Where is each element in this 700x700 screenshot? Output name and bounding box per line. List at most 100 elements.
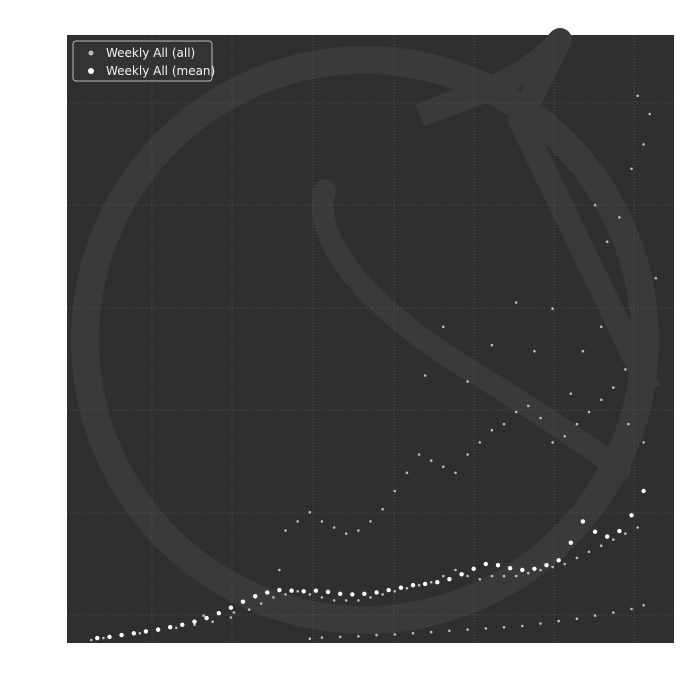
point-mean-20: [338, 591, 343, 596]
point-all-65: [514, 410, 518, 414]
point-all-89: [557, 619, 560, 623]
point-all-46: [284, 529, 287, 532]
point-all-40: [624, 532, 627, 535]
point-all-24: [429, 580, 433, 584]
point-all-33: [539, 568, 542, 572]
point-mean-26: [410, 583, 416, 588]
point-all-58: [429, 459, 433, 462]
point-all-85: [484, 627, 488, 630]
point-all-95: [423, 374, 427, 377]
point-all-77: [338, 635, 342, 639]
legend-label-mean: Weekly All (mean): [106, 64, 215, 78]
point-mean-33: [495, 563, 501, 568]
point-all-49: [320, 520, 324, 523]
point-mean-0: [95, 635, 100, 641]
point-all-15: [320, 596, 324, 599]
point-all-11: [272, 596, 275, 599]
point-all-100: [533, 349, 536, 353]
point-mean-38: [556, 558, 561, 563]
point-all-99: [514, 301, 518, 304]
point-all-62: [478, 441, 482, 444]
watermark-ring: [71, 46, 659, 634]
point-all-47: [296, 520, 300, 523]
point-all-114: [642, 441, 645, 444]
point-all-6: [193, 623, 196, 627]
point-all-32: [527, 571, 530, 575]
point-mean-39: [568, 540, 573, 545]
point-all-110: [599, 325, 603, 329]
point-all-111: [636, 94, 639, 98]
point-all-69: [563, 435, 566, 438]
point-all-35: [563, 562, 566, 566]
point-all-98: [490, 343, 494, 347]
point-mean-41: [592, 529, 598, 534]
point-all-17: [344, 599, 348, 602]
point-all-19: [369, 596, 372, 599]
point-all-38: [599, 544, 603, 547]
point-all-96: [442, 325, 445, 329]
point-mean-3: [131, 631, 136, 636]
point-all-68: [551, 441, 554, 444]
point-mean-1: [107, 634, 112, 640]
point-mean-18: [313, 588, 319, 593]
point-mean-42: [605, 534, 610, 539]
point-all-13: [296, 590, 300, 593]
point-all-105: [605, 240, 609, 243]
point-mean-35: [520, 567, 525, 573]
point-all-86: [502, 625, 506, 629]
point-all-70: [575, 422, 579, 426]
point-mean-17: [301, 589, 306, 594]
point-mean-44: [629, 513, 634, 518]
point-all-22: [405, 587, 409, 590]
point-all-30: [502, 574, 506, 578]
point-all-101: [551, 307, 554, 310]
point-mean-7: [180, 622, 185, 627]
point-all-8: [229, 616, 233, 619]
point-all-103: [581, 349, 585, 353]
logo-watermark: [71, 28, 661, 634]
point-all-55: [393, 489, 397, 493]
point-all-50: [332, 526, 336, 529]
point-all-82: [429, 630, 433, 634]
point-mean-43: [617, 528, 622, 534]
point-all-106: [618, 216, 621, 219]
point-all-36: [575, 556, 579, 560]
point-all-7: [211, 620, 214, 623]
point-all-79: [375, 633, 378, 637]
point-all-87: [521, 624, 524, 628]
series-mean-points: [95, 488, 646, 641]
point-all-75: [308, 637, 312, 640]
point-all-76: [320, 636, 324, 639]
point-all-61: [466, 453, 469, 456]
point-all-64: [502, 422, 506, 426]
point-all-60: [454, 471, 457, 475]
point-mean-9: [204, 615, 209, 621]
point-all-53: [369, 520, 372, 523]
point-mean-10: [216, 611, 221, 616]
point-mean-45: [641, 488, 646, 494]
watermark-inner-curve: [311, 179, 631, 481]
legend-label-all: Weekly All (all): [106, 46, 195, 60]
point-all-81: [411, 632, 415, 635]
point-all-94: [642, 604, 645, 607]
point-all-20: [381, 593, 384, 596]
point-mean-27: [422, 581, 428, 587]
point-all-43: [232, 611, 236, 614]
point-all-48: [308, 511, 312, 514]
point-mean-36: [532, 566, 537, 571]
point-mean-30: [459, 572, 464, 577]
series-all-points: [90, 94, 658, 642]
gridlines: [67, 35, 674, 643]
point-all-18: [357, 599, 360, 602]
point-all-26: [454, 568, 457, 572]
point-all-90: [575, 617, 579, 620]
point-all-39: [612, 538, 615, 541]
point-all-97: [466, 380, 469, 383]
point-mean-15: [277, 587, 282, 593]
point-all-10: [259, 602, 263, 605]
point-mean-21: [350, 592, 355, 597]
point-all-67: [539, 416, 542, 420]
point-mean-24: [386, 587, 391, 593]
